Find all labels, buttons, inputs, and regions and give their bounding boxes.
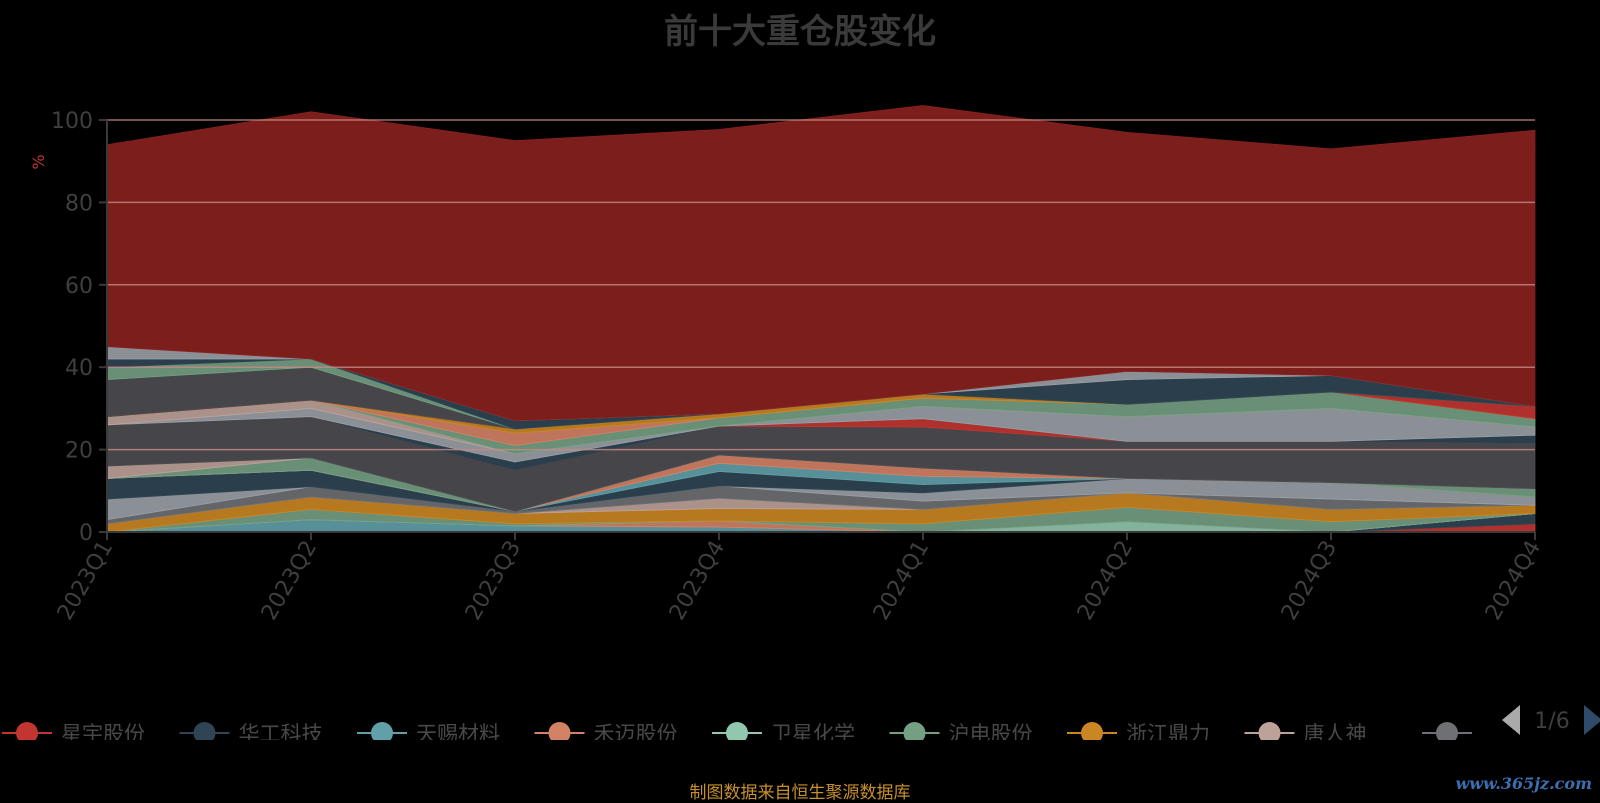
legend-item-1[interactable]: 华工科技 xyxy=(179,722,323,746)
y-tick-label-4: 80 xyxy=(65,191,93,216)
legend-marker-icon-7 xyxy=(1258,722,1281,740)
legend-page-indicator: 1/6 xyxy=(1534,709,1569,734)
x-tick-label-3: 2023Q4 xyxy=(665,537,730,625)
legend-label-2: 天赐材料 xyxy=(416,722,500,746)
gridlines xyxy=(107,119,1535,451)
x-tick-label-7: 2024Q4 xyxy=(1481,537,1546,625)
source-note: 制图数据来自恒生聚源数据库 xyxy=(689,783,911,803)
x-tick-label-2: 2023Q3 xyxy=(461,537,526,625)
legend-label-0: 星宇股份 xyxy=(61,722,145,746)
legend-item-8[interactable]: 三花智控 xyxy=(1422,722,1565,746)
legend-item-0[interactable]: 星宇股份 xyxy=(2,722,145,746)
y-tick-label-0: 0 xyxy=(79,521,93,546)
legend-item-4[interactable]: 卫星化学 xyxy=(712,722,855,746)
legend-item-6[interactable]: 浙江鼎力 xyxy=(1067,722,1210,746)
legend-marker-icon-4 xyxy=(726,722,748,740)
x-tick-label-0: 2023Q1 xyxy=(53,537,118,625)
x-tick-label-4: 2024Q1 xyxy=(869,537,934,625)
y-tick-label-1: 20 xyxy=(65,439,93,464)
x-tick-label-5: 2024Q2 xyxy=(1073,537,1138,625)
legend-item-7[interactable]: 唐人神 xyxy=(1244,722,1367,746)
legend-marker-icon-2 xyxy=(371,722,393,740)
y-tick-label-2: 40 xyxy=(65,356,93,381)
x-tick-label-1: 2023Q2 xyxy=(257,537,322,625)
legend-marker-icon-5 xyxy=(903,722,926,740)
chart-title: 前十大重仓股变化 xyxy=(664,12,936,52)
legend-item-3[interactable]: 禾迈股份 xyxy=(534,722,678,746)
legend-label-4: 卫星化学 xyxy=(771,722,855,746)
legend-label-6: 浙江鼎力 xyxy=(1126,722,1210,746)
legend-label-7: 唐人神 xyxy=(1304,722,1367,746)
legend-marker-icon-8 xyxy=(1436,722,1458,740)
legend-item-5[interactable]: 沪电股份 xyxy=(889,722,1033,746)
watermark: www.365jz.com xyxy=(1455,774,1592,793)
y-axis-label: % xyxy=(29,154,48,169)
x-tick-label-6: 2024Q3 xyxy=(1277,537,1342,625)
legend-label-5: 沪电股份 xyxy=(949,722,1033,746)
legend-label-3: 禾迈股份 xyxy=(594,722,678,746)
legend-prev-icon[interactable] xyxy=(1502,705,1520,735)
legend-marker-icon-6 xyxy=(1081,722,1103,740)
legend-marker-icon-1 xyxy=(193,722,216,740)
area-series-28 xyxy=(106,105,1536,422)
y-tick-label-3: 60 xyxy=(65,274,93,299)
legend-next-icon[interactable] xyxy=(1584,705,1600,735)
legend-item-2[interactable]: 天赐材料 xyxy=(357,722,500,746)
y-tick-label-5: 100 xyxy=(51,109,93,134)
legend-pager[interactable]: 1/6 xyxy=(1502,705,1600,735)
area-layers xyxy=(106,105,1536,533)
legend-marker-icon-0 xyxy=(16,722,38,740)
legend-label-1: 华工科技 xyxy=(239,722,323,746)
legend[interactable]: 星宇股份 华工科技 天赐材料 禾迈股份 卫星化学 沪电股份 浙江鼎力 唐人神 三花智控 xyxy=(2,722,1565,746)
legend-marker-icon-3 xyxy=(548,722,571,740)
